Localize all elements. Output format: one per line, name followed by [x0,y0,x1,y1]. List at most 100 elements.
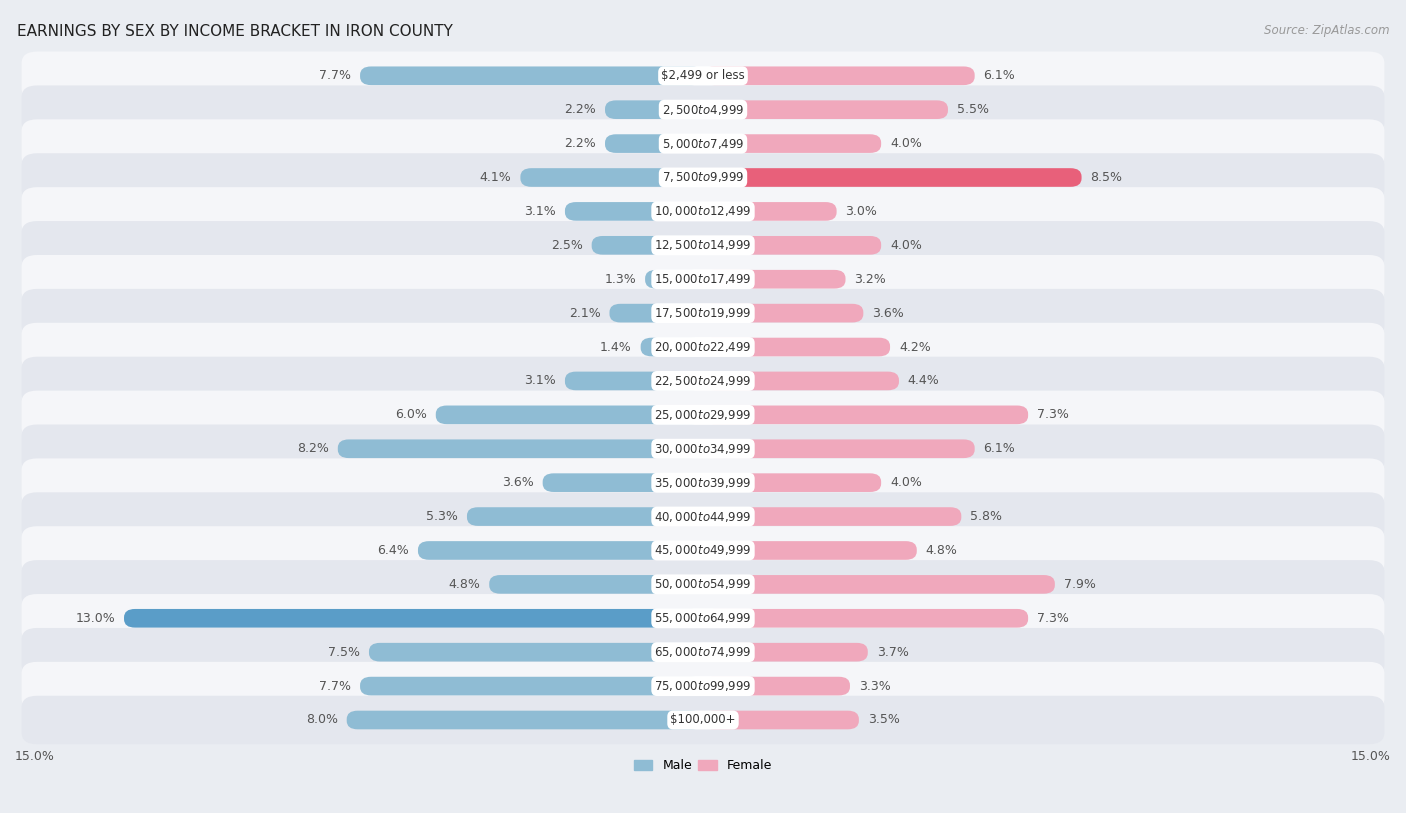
FancyBboxPatch shape [21,459,1385,506]
FancyBboxPatch shape [337,439,703,458]
Text: $25,000 to $29,999: $25,000 to $29,999 [654,408,752,422]
Text: 8.0%: 8.0% [305,714,337,727]
Text: 4.0%: 4.0% [890,476,922,489]
FancyBboxPatch shape [703,236,882,254]
Text: 3.6%: 3.6% [502,476,534,489]
Text: $17,500 to $19,999: $17,500 to $19,999 [654,307,752,320]
Text: 3.0%: 3.0% [845,205,877,218]
Text: 7.9%: 7.9% [1064,578,1095,591]
FancyBboxPatch shape [21,120,1385,167]
Text: 4.0%: 4.0% [890,239,922,252]
Text: 4.8%: 4.8% [449,578,481,591]
FancyBboxPatch shape [21,493,1385,541]
Text: 4.2%: 4.2% [898,341,931,354]
FancyBboxPatch shape [21,696,1385,744]
Text: 4.8%: 4.8% [925,544,957,557]
FancyBboxPatch shape [21,424,1385,473]
FancyBboxPatch shape [703,67,974,85]
FancyBboxPatch shape [418,541,703,560]
Text: $65,000 to $74,999: $65,000 to $74,999 [654,646,752,659]
Text: EARNINGS BY SEX BY INCOME BRACKET IN IRON COUNTY: EARNINGS BY SEX BY INCOME BRACKET IN IRO… [17,24,453,39]
Text: 13.0%: 13.0% [76,611,115,624]
Text: $75,000 to $99,999: $75,000 to $99,999 [654,679,752,693]
Text: $22,500 to $24,999: $22,500 to $24,999 [654,374,752,388]
FancyBboxPatch shape [703,541,917,560]
Text: $2,499 or less: $2,499 or less [661,69,745,82]
FancyBboxPatch shape [21,51,1385,100]
FancyBboxPatch shape [703,643,868,662]
FancyBboxPatch shape [21,357,1385,405]
Text: $20,000 to $22,499: $20,000 to $22,499 [654,340,752,354]
Text: $100,000+: $100,000+ [671,714,735,727]
Text: $35,000 to $39,999: $35,000 to $39,999 [654,476,752,489]
FancyBboxPatch shape [592,236,703,254]
FancyBboxPatch shape [347,711,703,729]
Text: 3.7%: 3.7% [877,646,908,659]
FancyBboxPatch shape [21,526,1385,575]
FancyBboxPatch shape [703,507,962,526]
FancyBboxPatch shape [21,628,1385,676]
Text: 4.0%: 4.0% [890,137,922,150]
Text: $40,000 to $44,999: $40,000 to $44,999 [654,510,752,524]
FancyBboxPatch shape [703,202,837,220]
FancyBboxPatch shape [703,439,974,458]
FancyBboxPatch shape [565,372,703,390]
FancyBboxPatch shape [21,154,1385,202]
Text: 7.3%: 7.3% [1038,611,1069,624]
FancyBboxPatch shape [703,270,845,289]
Text: $7,500 to $9,999: $7,500 to $9,999 [662,171,744,185]
Text: $5,000 to $7,499: $5,000 to $7,499 [662,137,744,150]
FancyBboxPatch shape [703,711,859,729]
Text: 2.5%: 2.5% [551,239,582,252]
FancyBboxPatch shape [436,406,703,424]
Text: $10,000 to $12,499: $10,000 to $12,499 [654,204,752,219]
FancyBboxPatch shape [605,134,703,153]
Text: $50,000 to $54,999: $50,000 to $54,999 [654,577,752,591]
Text: 1.3%: 1.3% [605,272,636,285]
Text: 6.0%: 6.0% [395,408,427,421]
Text: 5.3%: 5.3% [426,510,458,523]
FancyBboxPatch shape [21,390,1385,439]
FancyBboxPatch shape [703,372,898,390]
Text: 7.5%: 7.5% [328,646,360,659]
Text: 3.3%: 3.3% [859,680,890,693]
FancyBboxPatch shape [21,255,1385,303]
Text: $15,000 to $17,499: $15,000 to $17,499 [654,272,752,286]
FancyBboxPatch shape [703,168,1081,187]
Text: 2.2%: 2.2% [564,103,596,116]
FancyBboxPatch shape [605,100,703,119]
FancyBboxPatch shape [543,473,703,492]
FancyBboxPatch shape [124,609,703,628]
FancyBboxPatch shape [360,67,703,85]
FancyBboxPatch shape [645,270,703,289]
Text: 6.1%: 6.1% [984,69,1015,82]
Text: 8.5%: 8.5% [1091,171,1122,184]
Text: 3.6%: 3.6% [872,307,904,320]
FancyBboxPatch shape [368,643,703,662]
FancyBboxPatch shape [703,406,1028,424]
Text: $12,500 to $14,999: $12,500 to $14,999 [654,238,752,252]
FancyBboxPatch shape [21,594,1385,642]
Legend: Male, Female: Male, Female [628,754,778,777]
Text: 1.4%: 1.4% [600,341,631,354]
Text: 5.8%: 5.8% [970,510,1002,523]
FancyBboxPatch shape [703,337,890,356]
FancyBboxPatch shape [360,676,703,695]
Text: $45,000 to $49,999: $45,000 to $49,999 [654,543,752,558]
Text: 3.1%: 3.1% [524,375,555,388]
Text: $30,000 to $34,999: $30,000 to $34,999 [654,441,752,456]
FancyBboxPatch shape [703,609,1028,628]
FancyBboxPatch shape [703,100,948,119]
FancyBboxPatch shape [703,473,882,492]
FancyBboxPatch shape [467,507,703,526]
FancyBboxPatch shape [21,187,1385,236]
Text: 8.2%: 8.2% [297,442,329,455]
FancyBboxPatch shape [703,676,851,695]
Text: 3.2%: 3.2% [855,272,886,285]
Text: 6.4%: 6.4% [377,544,409,557]
FancyBboxPatch shape [520,168,703,187]
Text: 2.2%: 2.2% [564,137,596,150]
Text: 7.7%: 7.7% [319,69,352,82]
FancyBboxPatch shape [21,221,1385,270]
Text: 7.3%: 7.3% [1038,408,1069,421]
